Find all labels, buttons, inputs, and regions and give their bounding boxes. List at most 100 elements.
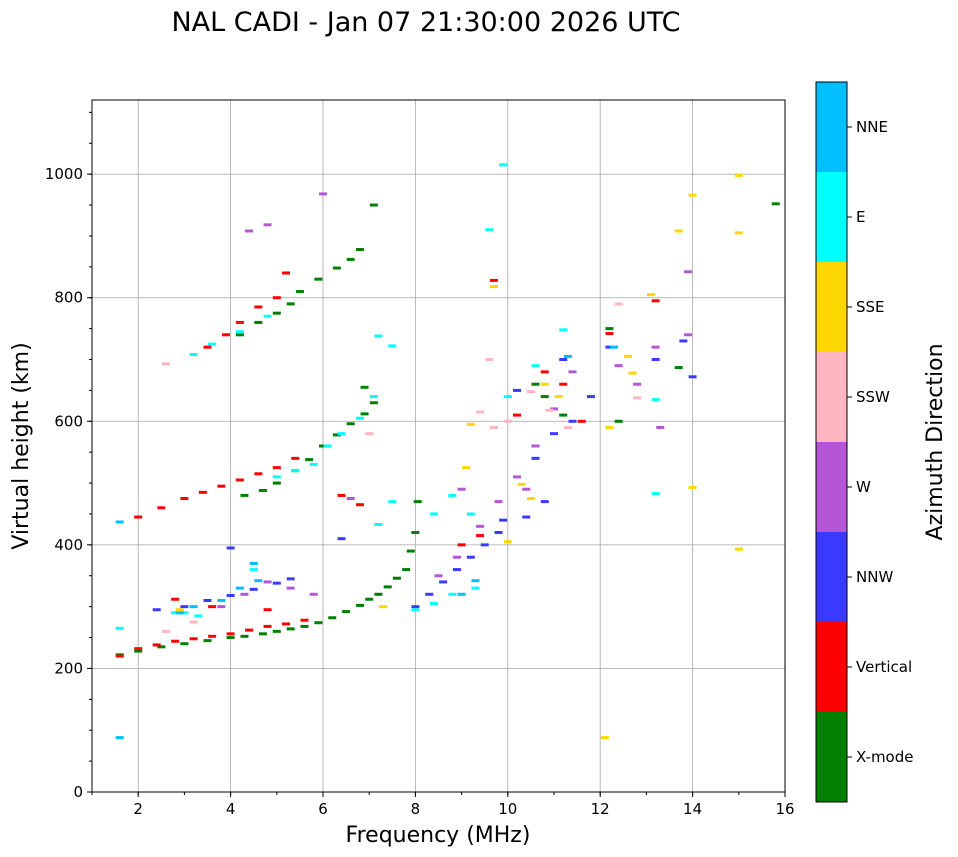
data-point [476,524,485,528]
data-point [623,354,632,358]
data-point [545,408,554,412]
y-axis-label: Virtual height (km) [9,342,34,549]
colorbar-swatch [816,622,847,712]
series-vertical [115,271,660,658]
colorbar-swatch [816,442,847,532]
data-point [235,320,244,324]
data-point [540,382,549,386]
grid-lines [92,100,785,792]
data-point [203,345,212,349]
data-point [466,555,475,559]
data-point [489,425,498,429]
data-point [263,624,272,628]
colorbar-frame [815,81,848,803]
data-point [563,425,572,429]
colorbar-label: NNW [856,568,893,586]
data-point [272,296,281,300]
data-point [157,506,166,510]
data-point [480,543,489,547]
data-point [734,231,743,235]
data-point [263,223,272,227]
data-point [332,433,341,437]
data-point [355,248,364,252]
data-point [235,478,244,482]
data-point [355,503,364,507]
data-point [540,395,549,399]
data-point [513,475,522,479]
data-point [559,413,568,417]
series-x-mode [115,202,780,657]
data-point [462,466,471,470]
data-point [134,649,143,653]
data-point [245,628,254,632]
data-point [471,579,480,583]
data-point [254,320,263,324]
data-point [189,353,198,357]
data-point [221,333,230,337]
data-point [189,637,198,641]
data-point [240,493,249,497]
data-point [254,305,263,309]
data-point [425,592,434,596]
data-point [337,493,346,497]
data-point [115,626,124,630]
data-point [771,202,780,206]
data-point [332,266,341,270]
data-point [679,339,688,343]
data-points [115,163,780,740]
data-point [499,518,508,522]
data-point [600,736,609,740]
data-point [295,290,304,294]
series-nnw [152,339,697,612]
data-point [189,605,198,609]
y-tick-label: 1000 [45,165,83,183]
data-point [605,327,614,331]
data-point [651,398,660,402]
data-point [674,229,683,233]
data-point [688,375,697,379]
data-point [563,354,572,358]
data-point [249,587,258,591]
x-tick-label: 16 [775,800,794,818]
data-point [452,555,461,559]
data-point [194,614,203,618]
colorbar-label: W [856,478,871,496]
data-point [171,597,180,601]
data-point [526,390,535,394]
data-point [115,654,124,658]
x-tick-label: 8 [411,800,421,818]
colorbar: X-mode Vertical NNW W SSW SSE E NNE [815,81,913,803]
y-tick-label: 800 [54,289,83,307]
data-point [411,605,420,609]
x-tick-label: 14 [683,800,702,818]
y-tick-label: 200 [54,659,83,677]
data-point [466,422,475,426]
x-tick-label: 12 [591,800,610,818]
x-tick-label: 6 [318,800,328,818]
data-point [457,543,466,547]
data-point [605,425,614,429]
data-point [314,277,323,281]
data-point [466,512,475,516]
data-point [540,370,549,374]
data-point [683,333,692,337]
data-point [577,419,586,423]
data-point [513,388,522,392]
data-point [559,382,568,386]
data-point [272,481,281,485]
data-point [633,396,642,400]
data-point [115,736,124,740]
data-point [439,580,448,584]
data-point [272,466,281,470]
data-point [286,586,295,590]
data-point [734,547,743,551]
chart-title: NAL CADI - Jan 07 21:30:00 2026 UTC [171,7,680,38]
data-point [568,419,577,423]
data-point [605,345,614,349]
data-point [300,624,309,628]
data-point [272,629,281,633]
data-point [254,472,263,476]
data-point [586,395,595,399]
data-point [328,616,337,620]
